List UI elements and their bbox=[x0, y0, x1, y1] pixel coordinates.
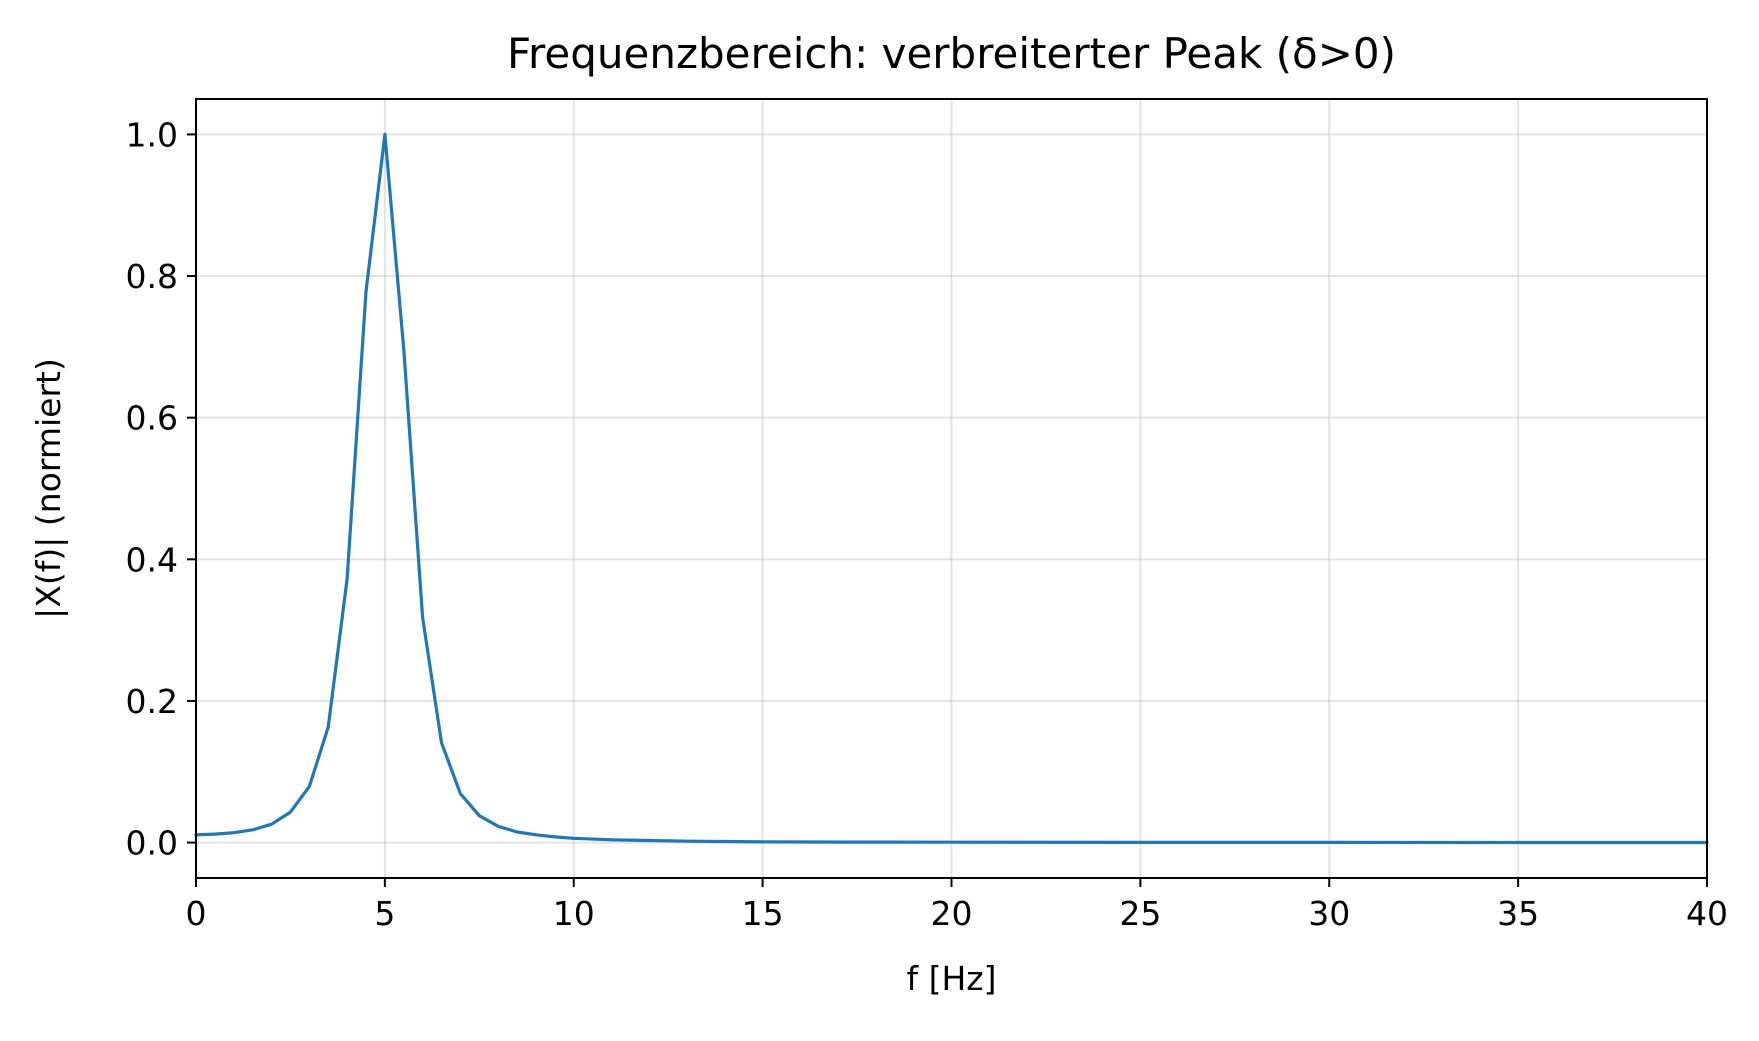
y-tick-label: 0.2 bbox=[126, 682, 178, 721]
series-line bbox=[194, 132, 1709, 845]
chart-title: Frequenzbereich: verbreiterter Peak (δ>0… bbox=[507, 29, 1396, 78]
x-axis-label: f [Hz] bbox=[907, 959, 997, 998]
series-layer bbox=[194, 132, 1709, 845]
grid bbox=[195, 99, 1708, 878]
y-axis-label: |X(f)| (normiert) bbox=[29, 358, 68, 619]
y-tick-label: 1.0 bbox=[126, 115, 178, 154]
x-tick-label: 15 bbox=[742, 894, 784, 933]
x-tick-label: 35 bbox=[1497, 894, 1539, 933]
y-tick-label: 0.0 bbox=[126, 824, 178, 863]
y-axis: 0.0 0.2 0.4 0.6 0.8 1.0 bbox=[126, 115, 196, 863]
x-axis: 0 5 10 15 20 25 30 35 40 bbox=[186, 878, 1728, 933]
x-tick-label: 0 bbox=[186, 894, 207, 933]
y-tick-label: 0.6 bbox=[126, 399, 178, 438]
y-tick-label: 0.8 bbox=[126, 257, 178, 296]
y-tick-label: 0.4 bbox=[126, 540, 178, 579]
x-tick-label: 40 bbox=[1686, 894, 1728, 933]
x-tick-label: 5 bbox=[374, 894, 395, 933]
x-tick-label: 20 bbox=[931, 894, 973, 933]
x-tick-label: 10 bbox=[553, 894, 595, 933]
x-tick-label: 25 bbox=[1119, 894, 1161, 933]
x-tick-label: 30 bbox=[1308, 894, 1350, 933]
